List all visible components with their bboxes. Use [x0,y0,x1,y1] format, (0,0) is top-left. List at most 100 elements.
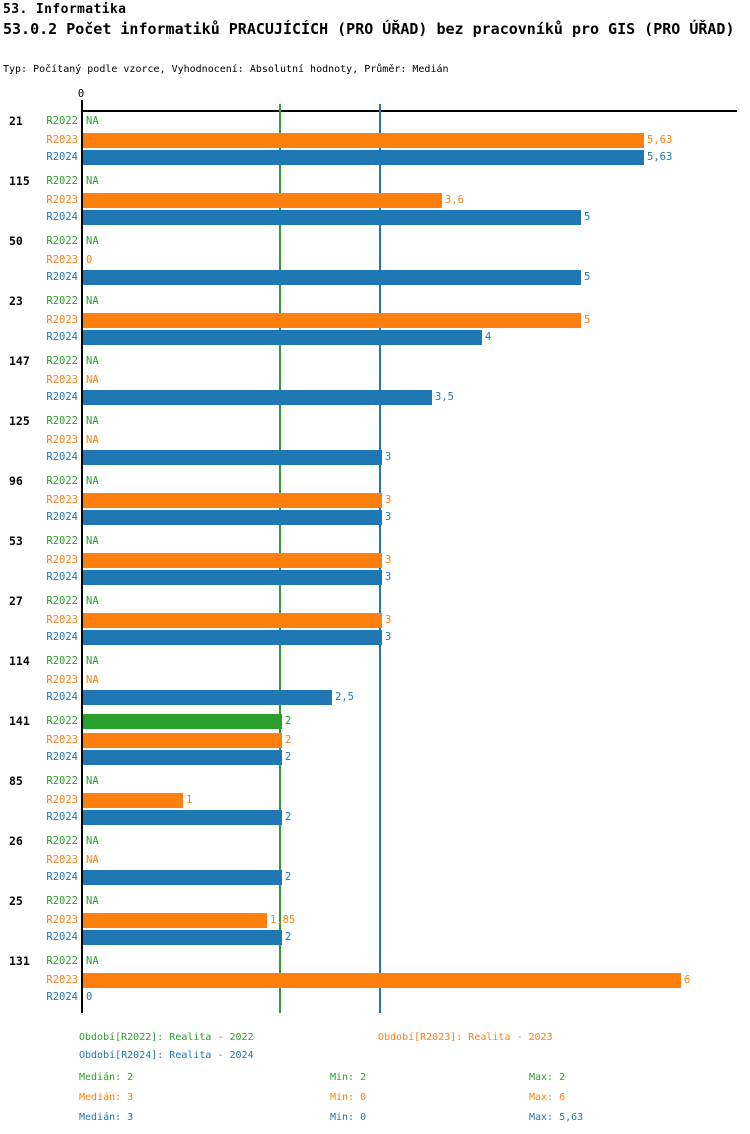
bar-r2024 [83,329,482,345]
series-row-label: R2023 [46,374,78,386]
bar-r2024 [83,689,332,705]
na-value-label: NA [86,175,99,187]
series-row-label: R2023 [46,254,78,266]
na-value-label: NA [86,674,99,686]
bar-value-label: 3 [385,511,392,523]
group-label: 26 [9,834,23,848]
bar-value-label: 3 [385,451,392,463]
bar-value-label: 5 [584,271,591,283]
bar-value-label: 3,5 [435,391,454,403]
bar-r2024 [83,509,382,525]
group-label: 96 [9,474,23,488]
series-row-label: R2024 [46,151,78,163]
group-label: 50 [9,234,23,248]
series-row-label: R2023 [46,314,78,326]
series-row-label: R2022 [46,715,78,727]
bar-r2023 [83,792,183,808]
series-row-label: R2023 [46,434,78,446]
bar-value-label: 3 [385,614,392,626]
legend-entry-r2024: Období[R2024]: Realita - 2024 [79,1050,254,1061]
na-value-label: NA [86,374,99,386]
bar-r2024 [83,149,644,165]
series-row-label: R2023 [46,134,78,146]
series-row-label: R2024 [46,691,78,703]
bar-value-label: 5 [584,211,591,223]
series-row-label: R2023 [46,914,78,926]
series-row-label: R2024 [46,991,78,1003]
y-axis-line [81,100,83,1013]
group-label: 147 [9,354,30,368]
series-row-label: R2022 [46,115,78,127]
series-row-label: R2024 [46,211,78,223]
series-row-label: R2024 [46,811,78,823]
bar-value-label: 2,5 [335,691,354,703]
bar-value-label: 5 [584,314,591,326]
series-row-label: R2023 [46,554,78,566]
na-value-label: NA [86,434,99,446]
na-value-label: NA [86,955,99,967]
series-row-label: R2024 [46,751,78,763]
stat-median-r2022: Medián: 2 [79,1072,134,1083]
bar-value-label: 3 [385,494,392,506]
series-row-label: R2022 [46,175,78,187]
bar-r2024 [83,449,382,465]
group-label: 114 [9,654,30,668]
bar-r2023 [83,312,581,328]
bar-r2024 [83,209,581,225]
series-row-label: R2023 [46,494,78,506]
bar-value-label: 2 [285,811,292,823]
bar-r2023 [83,132,644,148]
bar-value-label: 3 [385,554,392,566]
group-label: 85 [9,774,23,788]
na-value-label: NA [86,655,99,667]
series-row-label: R2022 [46,235,78,247]
stat-min-r2024: Min: 0 [330,1112,367,1123]
x-axis-zero-label: 0 [77,88,85,100]
series-row-label: R2023 [46,794,78,806]
na-value-label: NA [86,235,99,247]
series-row-label: R2022 [46,895,78,907]
series-row-label: R2022 [46,835,78,847]
bar-r2024 [83,809,282,825]
series-row-label: R2022 [46,955,78,967]
bar-r2024 [83,269,581,285]
bar-r2024 [83,629,382,645]
bar-r2023 [83,972,681,988]
series-row-label: R2024 [46,331,78,343]
bar-value-label: 3 [385,631,392,643]
series-row-label: R2022 [46,535,78,547]
stat-median-r2024: Medián: 3 [79,1112,134,1123]
series-row-label: R2022 [46,415,78,427]
bar-r2023 [83,552,382,568]
na-value-label: 0 [86,991,93,1003]
group-label: 131 [9,954,30,968]
group-label: 115 [9,174,30,188]
group-label: 53 [9,534,23,548]
series-row-label: R2022 [46,595,78,607]
na-value-label: NA [86,775,99,787]
bar-r2024 [83,869,282,885]
stat-min-r2022: Min: 2 [330,1072,367,1083]
legend-entry-r2022: Období[R2022]: Realita - 2022 [79,1032,254,1043]
bar-r2023 [83,192,442,208]
stat-max-r2022: Max: 2 [529,1072,566,1083]
bar-r2024 [83,929,282,945]
na-value-label: NA [86,535,99,547]
na-value-label: 0 [86,254,93,266]
series-row-label: R2024 [46,391,78,403]
series-row-label: R2023 [46,194,78,206]
bar-value-label: 3,6 [445,194,464,206]
bar-value-label: 2 [285,871,292,883]
series-row-label: R2022 [46,355,78,367]
bar-r2023 [83,612,382,628]
report-meta-line: Typ: Počítaný podle vzorce, Vyhodnocení:… [3,64,449,75]
bar-value-label: 1,85 [270,914,296,926]
na-value-label: NA [86,854,99,866]
series-row-label: R2023 [46,854,78,866]
series-row-label: R2024 [46,631,78,643]
series-row-label: R2023 [46,734,78,746]
bar-value-label: 3 [385,571,392,583]
na-value-label: NA [86,295,99,307]
group-label: 21 [9,114,23,128]
